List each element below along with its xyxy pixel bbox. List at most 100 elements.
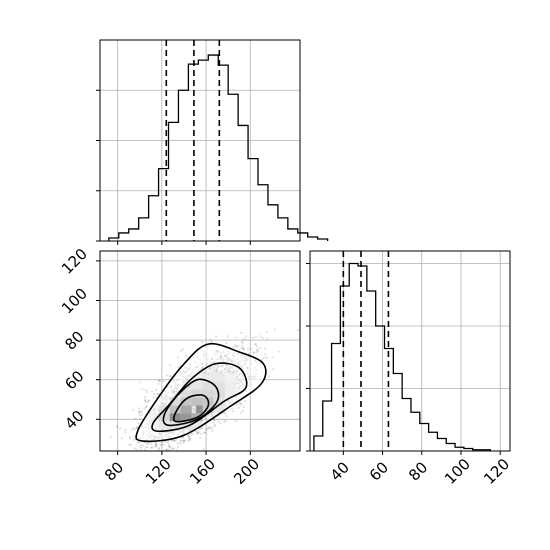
- scatter-point: [219, 422, 222, 425]
- scatter-point: [200, 432, 203, 436]
- scatter-point: [129, 437, 132, 440]
- scatter-point: [139, 410, 142, 413]
- scatter-point: [172, 447, 175, 450]
- scatter-point: [256, 349, 259, 352]
- scatter-point: [136, 426, 139, 429]
- scatter-point: [209, 426, 212, 429]
- scatter-point: [185, 354, 188, 357]
- scatter-point: [157, 379, 161, 382]
- scatter-point: [141, 388, 144, 391]
- scatter-point: [204, 431, 207, 434]
- contour-line: [172, 394, 210, 423]
- scatter-point: [259, 346, 262, 350]
- scatter-point: [226, 335, 229, 338]
- scatter-point: [242, 409, 245, 412]
- scatter-point: [139, 444, 142, 447]
- scatter-point: [109, 435, 112, 438]
- scatter-point: [181, 348, 184, 351]
- scatter-point: [139, 417, 142, 420]
- scatter-point: [244, 338, 247, 341]
- scatter-point: [155, 443, 158, 446]
- scatter-point: [155, 443, 158, 446]
- scatter-point: [186, 439, 189, 442]
- scatter-point: [134, 428, 137, 431]
- scatter-point: [235, 336, 238, 339]
- contour-line: [162, 378, 220, 427]
- scatter-point: [157, 382, 160, 385]
- scatter-point: [235, 403, 239, 407]
- scatter-point: [187, 436, 191, 439]
- scatter-point: [262, 356, 265, 359]
- scatter-point: [177, 446, 180, 449]
- scatter-point: [240, 340, 243, 344]
- scatter-point: [158, 447, 161, 450]
- scatter-point: [172, 447, 175, 450]
- scatter-point: [129, 443, 133, 446]
- scatter-point: [177, 366, 180, 369]
- scatter-point: [170, 439, 173, 442]
- scatter-point: [255, 345, 258, 348]
- scatter-point: [128, 435, 131, 438]
- scatter-point: [132, 408, 135, 411]
- scatter-point: [150, 390, 153, 393]
- scatter-point: [169, 374, 172, 378]
- scatter-point: [160, 443, 163, 446]
- scatter-point: [130, 429, 133, 432]
- scatter-point: [271, 368, 274, 371]
- scatter-point: [180, 349, 183, 352]
- scatter-point: [265, 356, 268, 359]
- scatter-point: [134, 417, 137, 420]
- scatter-point: [132, 427, 135, 430]
- scatter-point: [230, 407, 234, 410]
- scatter-point: [155, 388, 158, 391]
- scatter-point: [182, 439, 186, 443]
- contour-line: [151, 362, 248, 433]
- scatter-point: [128, 443, 131, 446]
- scatter-point: [146, 390, 149, 393]
- scatter-point: [146, 441, 149, 444]
- scatter-point: [139, 381, 142, 384]
- scatter-point: [245, 335, 248, 338]
- scatter-point: [168, 445, 171, 448]
- scatter-point: [137, 411, 140, 414]
- scatter-point: [176, 356, 179, 359]
- scatter-point: [266, 337, 269, 341]
- scatter-point: [188, 435, 191, 438]
- scatter-point: [186, 434, 190, 437]
- scatter-point: [157, 446, 160, 449]
- scatter-point: [144, 389, 147, 392]
- scatter-point: [188, 434, 191, 437]
- scatter-point: [277, 350, 280, 353]
- scatter-point: [153, 393, 156, 396]
- scatter-point: [264, 353, 267, 356]
- scatter-point: [163, 443, 166, 446]
- scatter-point: [240, 346, 243, 350]
- scatter-point: [199, 436, 202, 439]
- scatter-point: [189, 437, 192, 440]
- scatter-point: [251, 336, 255, 339]
- scatter-point: [168, 445, 171, 448]
- panel-frame: [309, 250, 511, 452]
- scatter-point: [162, 380, 165, 383]
- scatter-point: [224, 420, 227, 423]
- scatter-point: [124, 431, 127, 434]
- scatter-point: [132, 438, 135, 441]
- scatter-point: [164, 448, 167, 451]
- scatter-point: [235, 420, 238, 423]
- scatter-point: [265, 330, 268, 333]
- scatter-point: [189, 438, 192, 442]
- scatter-point: [182, 439, 185, 442]
- histogram-step-line: [108, 54, 329, 241]
- scatter-point: [206, 428, 209, 431]
- scatter-point: [165, 440, 168, 444]
- scatter-point: [237, 406, 240, 409]
- scatter-point: [225, 414, 228, 418]
- scatter-point: [252, 351, 255, 354]
- scatter-point: [136, 441, 139, 444]
- scatter-point: [261, 358, 264, 361]
- contour-line: [135, 342, 267, 443]
- scatter-point: [154, 445, 157, 448]
- scatter-point: [124, 428, 127, 431]
